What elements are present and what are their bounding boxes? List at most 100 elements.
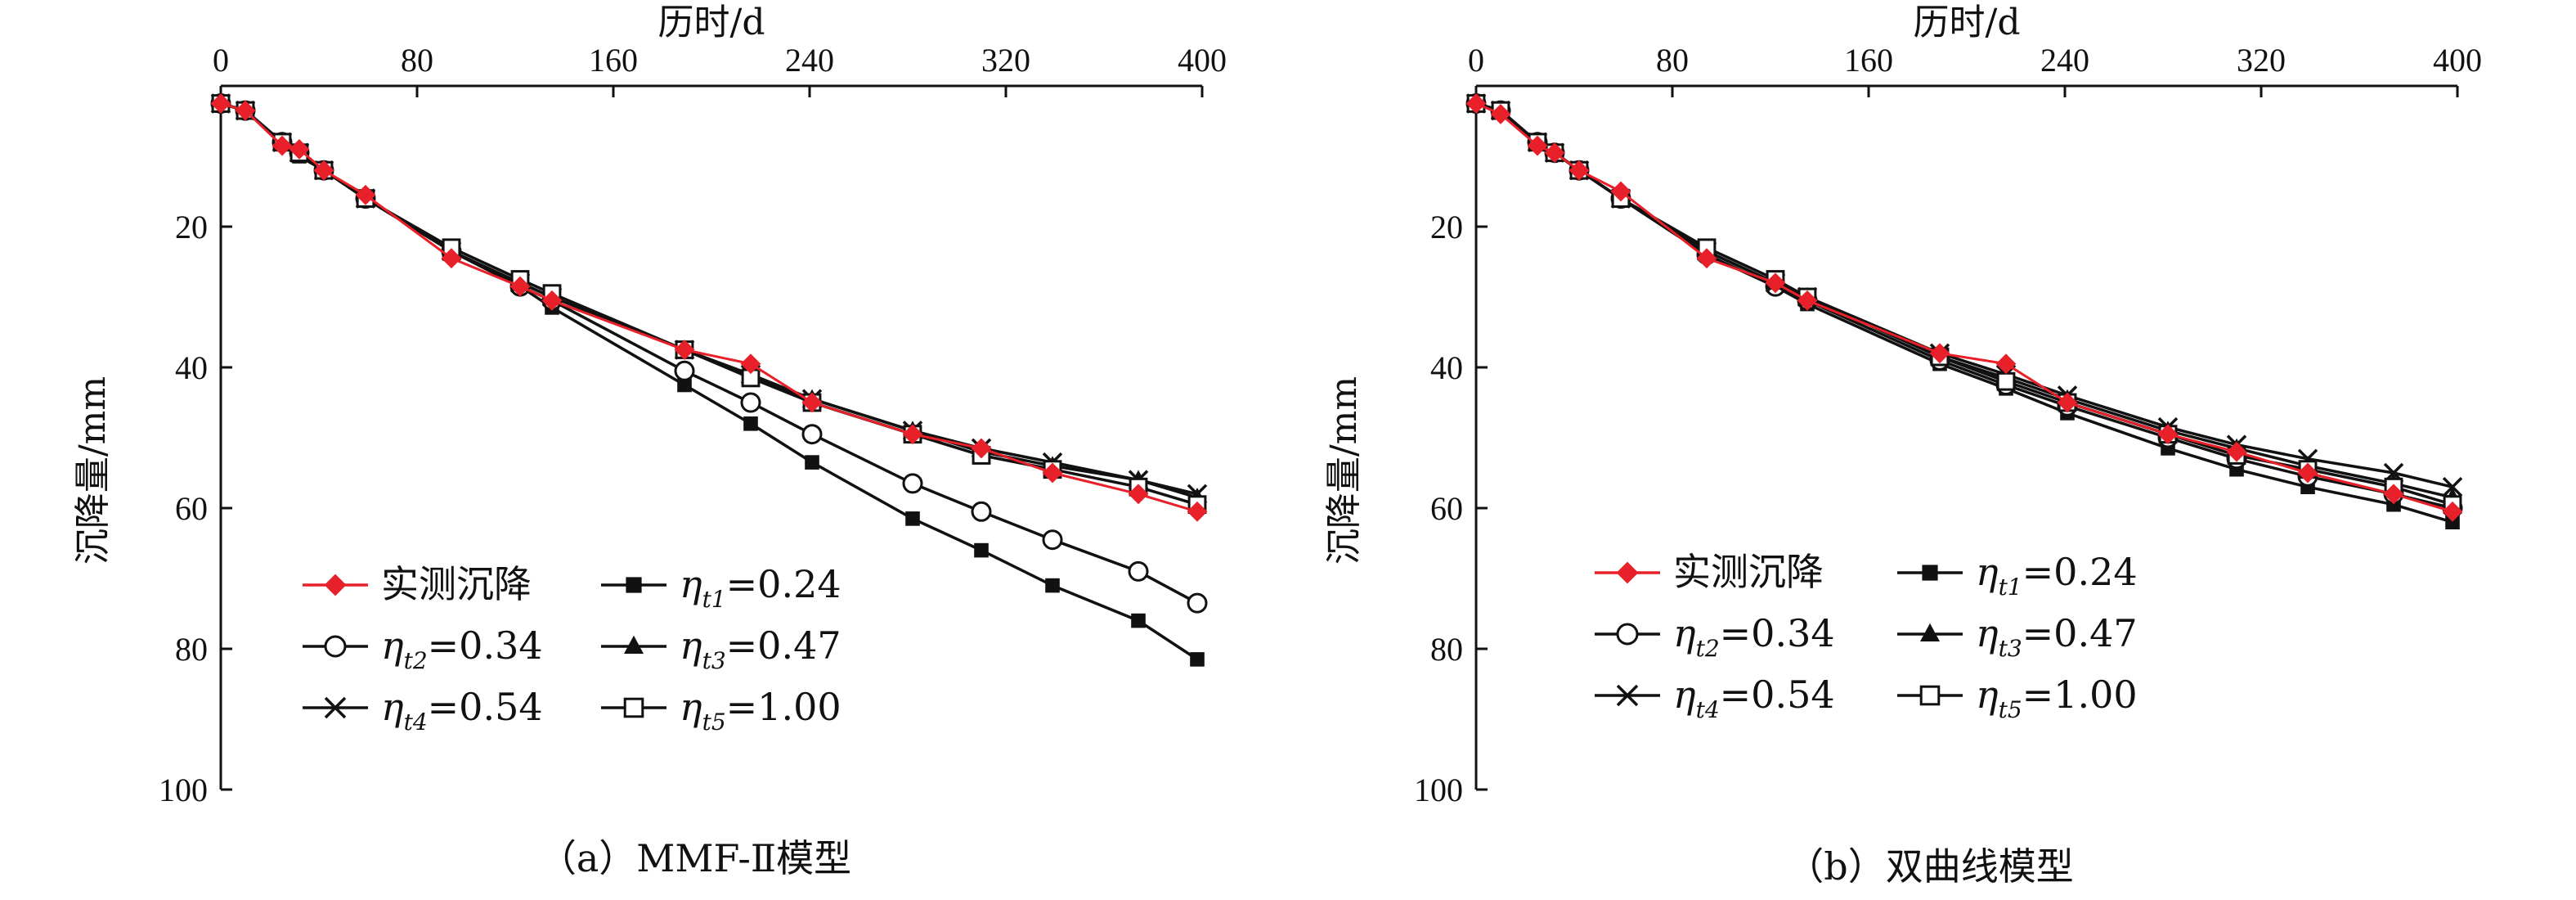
y-tick-label: 60: [1430, 490, 1463, 527]
legend-subscript: t5: [1999, 696, 2022, 723]
data-point: [2297, 462, 2318, 484]
x-tick-label: 80: [401, 42, 433, 79]
data-point: [1696, 248, 1717, 269]
legend-item: ηt2=0.34: [1595, 611, 1835, 662]
legend-subscript: t4: [404, 709, 428, 736]
data-point: [1187, 501, 1208, 522]
data-point: [1544, 142, 1565, 164]
legend-value: =0.47: [726, 623, 841, 668]
data-point: [210, 93, 231, 114]
y-axis-label: 沉降量/mm: [72, 376, 114, 565]
x-tick-label: 240: [2040, 42, 2089, 79]
data-point: [1995, 353, 2017, 375]
data-point: [905, 511, 920, 526]
data-point: [235, 100, 256, 121]
legend-eta: η: [1673, 673, 1696, 717]
data-point: [740, 353, 761, 375]
legend-label: ηt3=0.47: [1976, 611, 2138, 662]
data-point: [289, 138, 310, 160]
data-point: [2445, 515, 2460, 529]
series-line: [220, 101, 1198, 605]
legend-item: ηt1=0.24: [601, 562, 841, 613]
x-tick-label: 240: [785, 42, 834, 79]
data-point: [2157, 424, 2179, 445]
legend-eta: η: [381, 623, 404, 668]
data-point: [1131, 613, 1146, 628]
chart-panel-b: 0 80 160 240 320 400 20 40 60 80 100 历时/d 沉降量/mm 实测沉降…: [1323, 2, 2482, 889]
data-point: [441, 248, 462, 269]
y-tick-label: 40: [175, 349, 208, 386]
legend-item: ηt5=1.00: [601, 685, 841, 736]
x-tick-label: 400: [1178, 42, 1227, 79]
legend-eta: η: [1673, 611, 1696, 655]
data-point: [743, 416, 758, 431]
series-line: [1475, 101, 2453, 488]
legend-label: 实测沉降: [381, 562, 532, 606]
data-point: [272, 135, 293, 156]
data-point: [2442, 501, 2463, 522]
legend-label: ηt1=0.24: [680, 562, 841, 613]
legend-subscript: t4: [1696, 696, 1720, 723]
legend-eta: η: [1976, 673, 1999, 717]
x-marker-stroke: [2442, 476, 2463, 497]
x-marker-stroke: [1616, 684, 1639, 707]
legend-eta: η: [680, 685, 702, 729]
series-line: [220, 101, 1198, 499]
x-tick-label: 0: [1468, 42, 1484, 79]
data-point: [971, 501, 992, 522]
figure-caption: （b）双曲线模型: [1786, 844, 2073, 889]
data-point: [1128, 560, 1149, 582]
legend-value: =0.24: [2022, 550, 2138, 594]
data-point: [1465, 93, 1487, 114]
data-point: [1042, 529, 1063, 551]
x-tick-label: 160: [1844, 42, 1893, 79]
legend-value: =1.00: [726, 685, 841, 729]
series-t4: [210, 93, 1208, 505]
data-point: [1765, 272, 1786, 294]
legend-value: =0.47: [2022, 611, 2138, 655]
series-t3: [212, 93, 1206, 505]
legend-marker: [324, 635, 347, 658]
data-point: [1610, 181, 1631, 202]
y-tick-label: 100: [1414, 772, 1463, 808]
legend-eta: η: [680, 562, 702, 606]
data-point: [902, 424, 923, 445]
data-point: [1045, 578, 1060, 593]
legend-marker: [626, 577, 642, 593]
data-point: [740, 392, 761, 413]
series-t4: [1465, 93, 2463, 497]
legend-subscript: t3: [1999, 635, 2022, 662]
x-tick-label: 320: [981, 42, 1030, 79]
data-point: [1996, 371, 2016, 391]
x-tick-label: 80: [1656, 42, 1689, 79]
legend-label: 实测沉降: [1673, 550, 1824, 594]
legend-label: ηt5=1.00: [680, 685, 841, 736]
y-tick-label: 20: [175, 209, 208, 245]
legend-item: ηt4=0.54: [303, 685, 543, 736]
data-point: [1797, 290, 1818, 311]
legend-marker: [1616, 684, 1639, 707]
legend-label: ηt4=0.54: [1673, 673, 1835, 723]
data-point: [801, 392, 823, 413]
legend-subscript: t1: [702, 586, 726, 613]
data-point: [971, 438, 992, 459]
x-axis-label: 历时/d: [658, 2, 765, 43]
y-tick-label: 20: [1430, 209, 1463, 245]
data-point: [674, 340, 695, 360]
data-point: [2057, 392, 2078, 413]
legend-label: ηt2=0.34: [1673, 611, 1835, 662]
series-t5: [1466, 94, 2462, 515]
series-line: [1475, 101, 2453, 510]
legend-marker: [623, 697, 644, 718]
legend-subscript: t2: [404, 647, 428, 674]
series-line: [220, 102, 1198, 513]
legend-item: ηt1=0.24: [1897, 550, 2138, 601]
series-t5: [211, 94, 1207, 515]
x-tick-label: 320: [2237, 42, 2286, 79]
x-marker-stroke: [324, 696, 347, 719]
data-point: [805, 455, 819, 470]
data-point: [1527, 135, 1548, 156]
legend-item: ηt5=1.00: [1897, 673, 2138, 723]
